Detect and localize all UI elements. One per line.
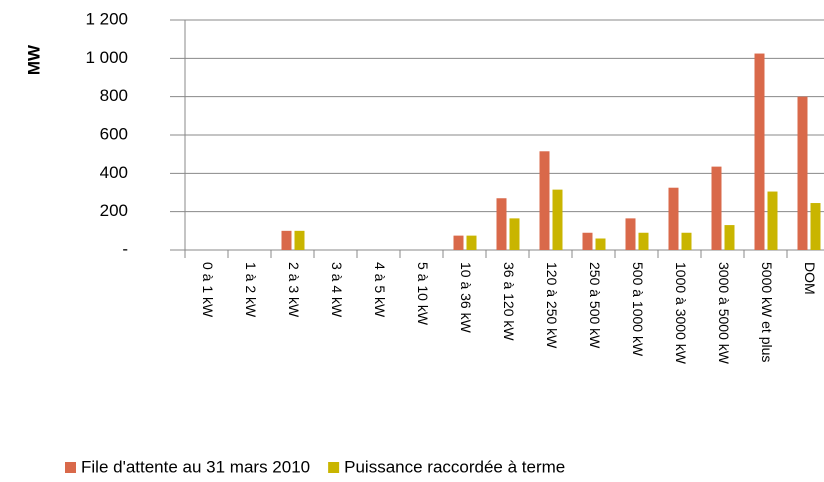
- bar: [453, 235, 464, 250]
- bar: [668, 187, 679, 250]
- x-tick-label: 5 à 10 kW: [415, 262, 431, 326]
- y-tick-label: 200: [100, 201, 128, 220]
- x-tick-label: 3 à 4 kW: [329, 262, 345, 318]
- bar: [797, 96, 808, 251]
- x-tick-label: 5000 kW et plus: [759, 262, 775, 362]
- bar: [754, 53, 765, 250]
- y-tick-label: 600: [100, 124, 128, 143]
- bar: [539, 151, 550, 250]
- y-tick-label: 400: [100, 163, 128, 182]
- x-tick-label: 4 à 5 kW: [372, 262, 388, 318]
- bar: [711, 166, 722, 250]
- bar: [681, 232, 692, 250]
- x-tick-label: 250 à 500 kW: [587, 262, 603, 349]
- bar: [595, 238, 606, 250]
- x-tick-label: 1 à 2 kW: [243, 262, 259, 318]
- bar: [294, 230, 305, 250]
- bar: [638, 232, 649, 250]
- x-tick-label: DOM: [802, 262, 818, 295]
- x-tick-label: 1000 à 3000 kW: [673, 262, 689, 365]
- legend-label: Puissance raccordée à terme: [344, 457, 565, 476]
- x-tick-label: 3000 à 5000 kW: [716, 262, 732, 365]
- bar: [767, 191, 778, 250]
- bar: [466, 235, 477, 250]
- x-tick-label: 10 à 36 kW: [458, 262, 474, 334]
- bar: [552, 189, 563, 250]
- bar: [582, 232, 593, 250]
- x-tick-label: 2 à 3 kW: [286, 262, 302, 318]
- legend-label: File d'attente au 31 mars 2010: [81, 457, 310, 476]
- y-tick-label: -: [122, 239, 128, 258]
- y-tick-label: 800: [100, 86, 128, 105]
- bar: [724, 225, 735, 250]
- y-tick-label: 1 200: [85, 9, 128, 28]
- legend-swatch: [65, 462, 76, 473]
- bar: [810, 203, 821, 250]
- y-tick-label: 1 000: [85, 48, 128, 67]
- bar: [281, 230, 292, 250]
- legend-swatch: [328, 462, 340, 473]
- bar: [496, 198, 507, 250]
- y-axis-label: MW: [24, 44, 43, 75]
- x-tick-label: 120 à 250 kW: [544, 262, 560, 349]
- bar: [625, 218, 636, 250]
- x-tick-label: 500 à 1000 kW: [630, 262, 646, 357]
- x-tick-label: 36 à 120 kW: [501, 262, 517, 341]
- x-tick-label: 0 à 1 kW: [200, 262, 216, 318]
- bar: [509, 218, 520, 250]
